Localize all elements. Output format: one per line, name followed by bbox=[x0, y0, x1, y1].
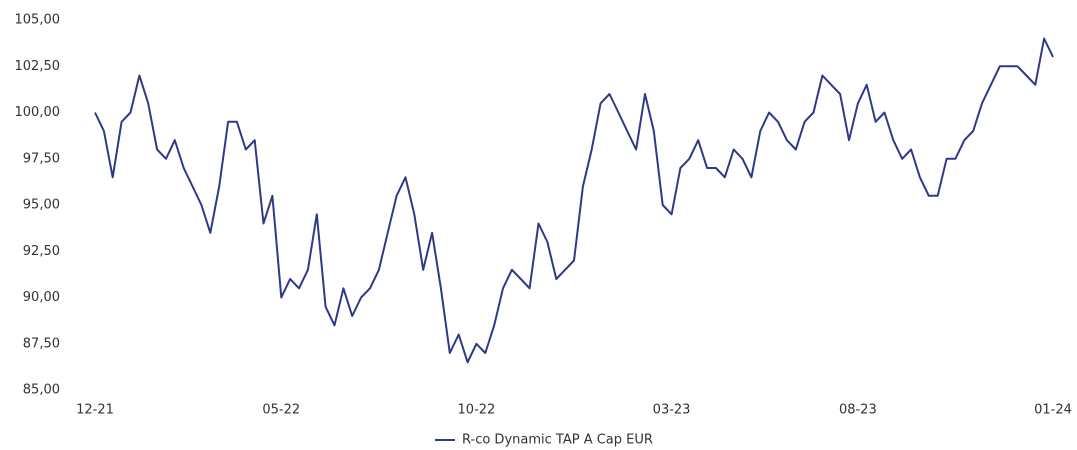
x-tick-label: 08-23 bbox=[839, 403, 877, 418]
y-tick-label: 95,00 bbox=[23, 198, 60, 213]
series-line bbox=[94, 37, 1054, 364]
y-tick-label: 90,00 bbox=[23, 290, 60, 305]
y-tick-label: 85,00 bbox=[23, 383, 60, 398]
x-tick-label: 01-24 bbox=[1034, 403, 1072, 418]
y-tick-label: 92,50 bbox=[23, 244, 60, 259]
x-tick-label: 10-22 bbox=[458, 403, 496, 418]
y-tick-label: 87,50 bbox=[23, 336, 60, 351]
y-tick-label: 105,00 bbox=[15, 13, 61, 28]
x-tick-label: 03-23 bbox=[653, 403, 691, 418]
y-tick-label: 100,00 bbox=[15, 105, 61, 120]
y-tick-label: 97,50 bbox=[23, 151, 60, 166]
x-tick-label: 05-22 bbox=[262, 403, 300, 418]
x-tick-label: 12-21 bbox=[76, 403, 114, 418]
legend-label: R-co Dynamic TAP A Cap EUR bbox=[462, 433, 653, 448]
y-tick-label: 102,50 bbox=[15, 59, 61, 74]
